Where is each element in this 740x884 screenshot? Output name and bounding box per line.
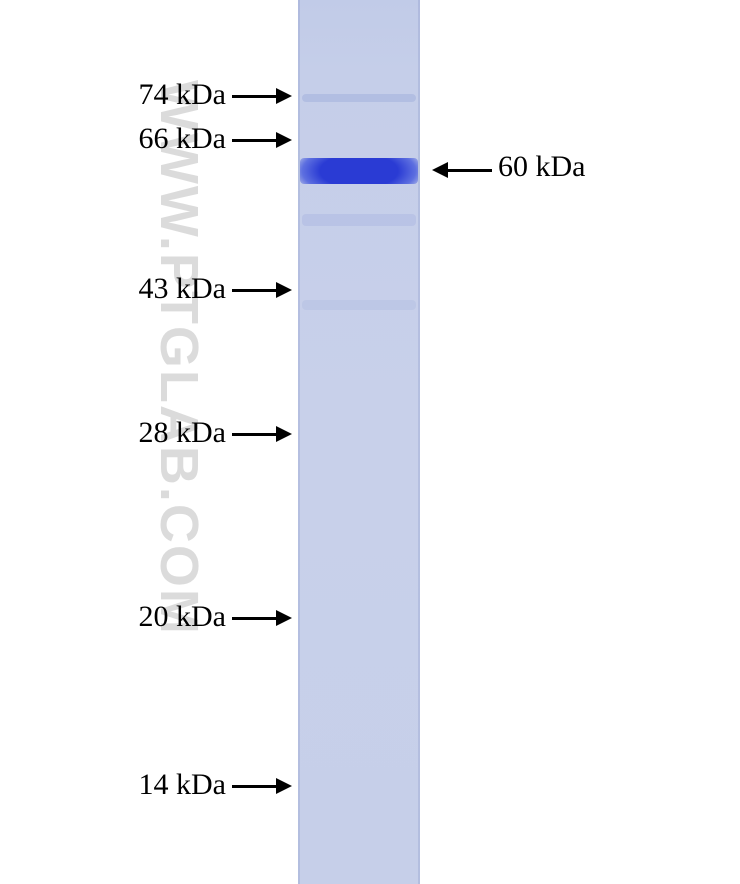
- marker-arrow-74: [232, 88, 292, 104]
- gel-figure: WWW.PTGLAB.COM 74 kDa 66 kDa 43 kDa 28 k…: [0, 0, 740, 884]
- arrow-head-right-icon: [276, 778, 292, 794]
- arrow-head-right-icon: [276, 426, 292, 442]
- marker-arrow-66: [232, 132, 292, 148]
- marker-arrow-28: [232, 426, 292, 442]
- marker-label-28: 28 kDa: [139, 416, 226, 450]
- marker-arrow-20: [232, 610, 292, 626]
- lane-right-edge: [418, 0, 420, 884]
- faint-band: [302, 214, 416, 226]
- marker-arrow-43: [232, 282, 292, 298]
- marker-label-74: 74 kDa: [139, 78, 226, 112]
- arrow-shaft: [232, 617, 276, 620]
- target-arrow: [432, 162, 492, 178]
- watermark: WWW.PTGLAB.COM: [170, 80, 290, 840]
- arrow-shaft: [232, 289, 276, 292]
- gel-lane: [298, 0, 420, 884]
- arrow-shaft: [232, 785, 276, 788]
- marker-label-43: 43 kDa: [139, 272, 226, 306]
- arrow-shaft: [232, 139, 276, 142]
- arrow-head-right-icon: [276, 282, 292, 298]
- arrow-shaft: [232, 433, 276, 436]
- target-band: [300, 158, 418, 184]
- marker-label-66: 66 kDa: [139, 122, 226, 156]
- arrow-head-right-icon: [276, 132, 292, 148]
- faint-band: [302, 94, 416, 102]
- watermark-text: WWW.PTGLAB.COM: [148, 80, 210, 636]
- marker-arrow-14: [232, 778, 292, 794]
- marker-label-14: 14 kDa: [139, 768, 226, 802]
- arrow-head-right-icon: [276, 610, 292, 626]
- arrow-head-right-icon: [276, 88, 292, 104]
- arrow-shaft: [232, 95, 276, 98]
- faint-band: [302, 300, 416, 310]
- arrow-shaft: [448, 169, 492, 172]
- target-label: 60 kDa: [498, 150, 585, 184]
- lane-left-edge: [298, 0, 300, 884]
- marker-label-20: 20 kDa: [139, 600, 226, 634]
- arrow-head-left-icon: [432, 162, 448, 178]
